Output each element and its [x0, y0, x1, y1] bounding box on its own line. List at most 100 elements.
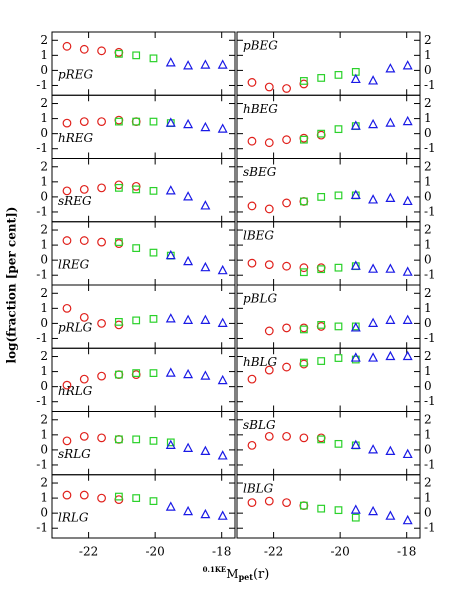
panel-frame [51, 284, 236, 349]
triangle-marker [183, 505, 194, 516]
panel-label: hREG [58, 131, 94, 145]
triangle-marker [200, 121, 211, 132]
triangle-marker [385, 63, 396, 73]
y-tick-label: -1 [424, 268, 436, 282]
circle-marker [264, 365, 274, 375]
x-label-tail: (r) [253, 567, 269, 582]
triangle-marker [217, 317, 228, 328]
triangle-marker [402, 314, 413, 324]
circle-marker [114, 239, 124, 248]
triangle-marker [165, 57, 176, 67]
square-marker [351, 513, 360, 522]
triangle-marker [350, 260, 361, 270]
y-tick-label: 1 [40, 111, 48, 125]
triangle-marker [200, 200, 211, 210]
triangle-marker [368, 444, 379, 454]
y-tick-label: -1 [36, 268, 48, 282]
square-marker [149, 54, 158, 63]
triangle-marker [385, 117, 396, 127]
circle-marker [299, 433, 309, 443]
y-tick-label: 1 [40, 427, 48, 441]
y-tick-label: 2 [40, 286, 48, 300]
triangle-marker [350, 120, 361, 130]
y-tick-label: 2 [424, 349, 432, 363]
circle-marker [299, 359, 309, 369]
circle-marker [264, 496, 274, 506]
square-marker [299, 77, 308, 85]
circle-marker [131, 370, 141, 380]
circle-marker [282, 261, 291, 271]
y-tick-label: -1 [424, 457, 436, 471]
panel-frame [51, 347, 236, 412]
square-marker [317, 74, 326, 82]
circle-marker [316, 433, 326, 443]
y-tick-label: -1 [36, 141, 48, 155]
triangle-marker [200, 508, 211, 519]
circle-marker [264, 326, 274, 336]
panel-frame [51, 221, 236, 286]
panel-label: pBLG [243, 292, 277, 306]
y-tick-label: 2 [40, 96, 48, 110]
circle-marker [282, 323, 291, 333]
triangle-marker [350, 352, 361, 362]
triangle-marker [402, 195, 413, 206]
circle-marker [247, 440, 257, 450]
circle-marker [62, 490, 72, 500]
triangle-marker [350, 189, 361, 199]
circle-marker [264, 82, 274, 92]
y-tick-label: 0 [424, 63, 432, 77]
y-tick-label: 1 [40, 491, 48, 505]
square-marker [132, 244, 141, 253]
y-tick-label: 2 [40, 159, 48, 173]
circle-marker [62, 41, 72, 51]
circle-marker [282, 198, 291, 208]
triangle-marker [183, 60, 194, 70]
square-marker [132, 494, 141, 502]
square-marker [149, 248, 158, 257]
circle-marker [299, 323, 309, 333]
panel-frame [236, 474, 421, 539]
square-marker [317, 435, 326, 444]
circle-marker [247, 258, 257, 268]
triangle-marker [200, 370, 211, 380]
y-tick-label: 1 [40, 238, 48, 252]
y-tick-label: 1 [424, 48, 432, 62]
panel-label: pBEG [243, 39, 278, 53]
triangle-marker [217, 510, 228, 520]
panel-label: hBLG [243, 355, 278, 369]
y-tick-label: 1 [40, 48, 48, 62]
triangle-marker [385, 350, 396, 361]
square-marker [132, 51, 141, 60]
triangle-marker [200, 59, 211, 69]
x-tick-label: -20 [145, 545, 164, 559]
y-tick-label: -1 [424, 141, 436, 155]
square-marker [317, 193, 326, 201]
circle-marker [247, 201, 257, 211]
triangle-marker [217, 450, 228, 460]
circle-marker [114, 434, 124, 444]
y-tick-label: 2 [40, 349, 48, 363]
triangle-marker [165, 313, 176, 323]
triangle-marker [402, 60, 413, 70]
triangle-marker [165, 185, 176, 195]
circle-marker [79, 117, 89, 127]
y-tick-label: 2 [40, 33, 48, 47]
y-tick-label: 0 [40, 442, 48, 456]
square-marker [317, 357, 326, 365]
triangle-marker [402, 115, 413, 126]
panel-label: sBEG [243, 165, 277, 179]
circle-marker [62, 118, 72, 128]
circle-marker [264, 204, 274, 214]
circle-marker [97, 117, 106, 127]
circle-marker [62, 303, 72, 313]
panel-label: hRLG [58, 384, 93, 398]
y-tick-label: 2 [424, 476, 432, 490]
panel-label: pRLG [58, 321, 93, 335]
circle-marker [62, 380, 72, 390]
panel-label: sRLG [58, 447, 91, 461]
circle-marker [97, 371, 106, 381]
